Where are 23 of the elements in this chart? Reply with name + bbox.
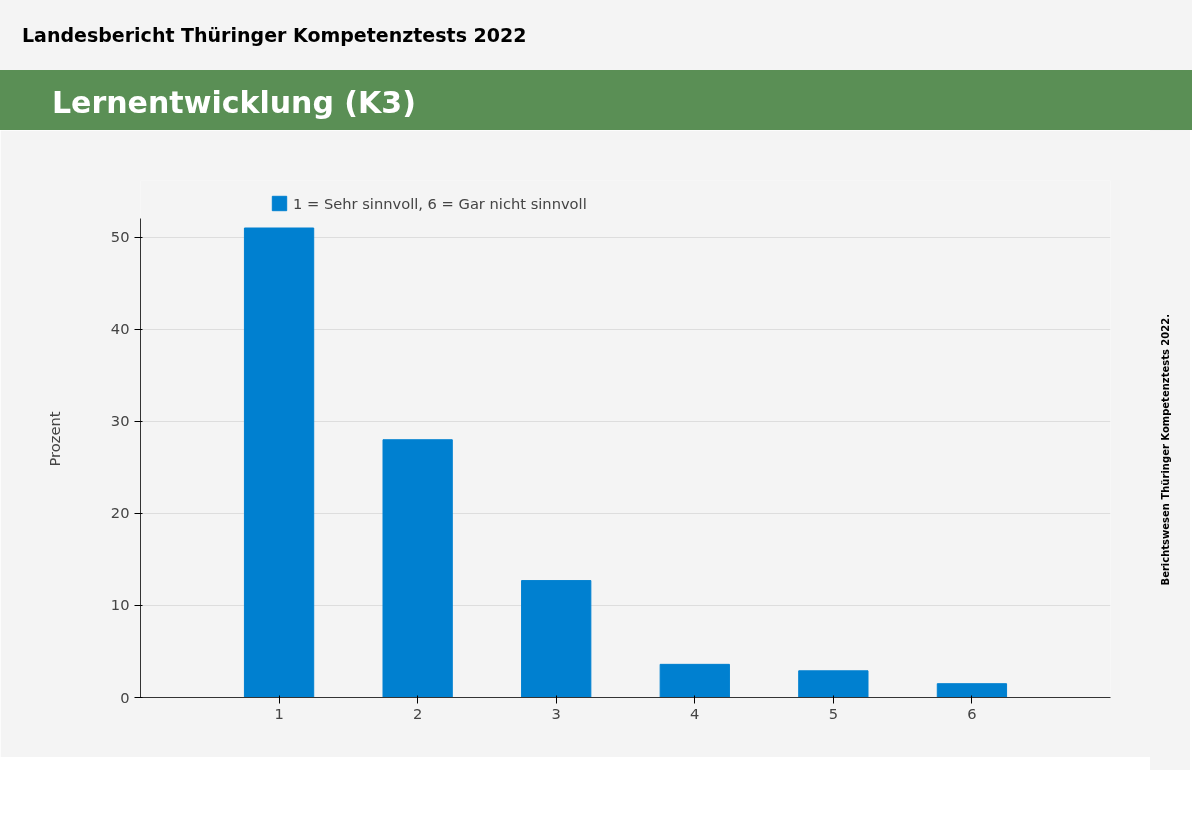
x-tick-label: 2 xyxy=(412,704,423,722)
y-axis-title: Prozent xyxy=(45,411,63,467)
x-tick-label: 1 xyxy=(274,704,284,722)
y-tick-label: 20 xyxy=(110,504,130,522)
y-tick-label: 30 xyxy=(110,412,130,430)
bar xyxy=(243,227,315,698)
y-tick-label: 0 xyxy=(120,688,130,706)
chart-subtitle: Lernentwicklung (K3) xyxy=(0,70,1192,130)
x-tick-label: 4 xyxy=(690,704,700,722)
x-tick-label: 3 xyxy=(551,704,561,722)
bar xyxy=(521,580,592,698)
bar xyxy=(936,683,1008,698)
text: Berichtswesen Thüringer Kompetenztests 2022. xyxy=(1158,314,1182,586)
bar xyxy=(798,670,869,698)
y-tick-label: 50 xyxy=(110,228,130,246)
bar xyxy=(659,663,730,698)
x-tick-label: 5 xyxy=(828,704,839,722)
y-tick-label: 40 xyxy=(110,320,130,338)
bar xyxy=(382,439,453,698)
legend-label: 1 = Sehr sinnvoll, 6 = Gar nicht sinnvoll xyxy=(293,194,587,212)
x-tick-label: 6 xyxy=(967,704,977,722)
y-tick-label: 10 xyxy=(110,596,130,614)
chart-title: Landesbericht Thüringer Kompetenztests 2022 xyxy=(0,0,1192,70)
